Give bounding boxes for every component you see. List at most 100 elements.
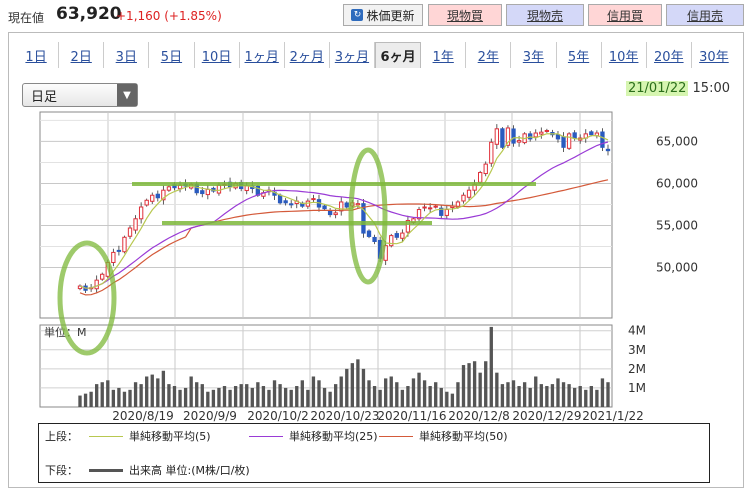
volume-bar	[117, 387, 121, 407]
x-axis-label: 2020/10/2	[247, 409, 309, 423]
legend-ma50: 単純移動平均(50)	[373, 428, 508, 444]
volume-bar	[167, 384, 171, 407]
volume-bar	[411, 378, 416, 407]
volume-bar	[183, 387, 188, 407]
tab-period-5[interactable]: 1ヶ月	[240, 42, 285, 68]
candle-body	[138, 206, 144, 220]
candle-body	[355, 203, 361, 206]
refresh-price-label: 株価更新	[366, 8, 415, 23]
tab-period-7[interactable]: 3ヶ月	[330, 42, 375, 68]
candle-body	[133, 218, 138, 231]
tab-period-4[interactable]: 10日	[195, 42, 240, 68]
volume-bar	[489, 326, 493, 407]
volume-tick-label: 2M	[628, 362, 646, 376]
tab-period-12[interactable]: 5年	[557, 42, 602, 68]
ma25-swatch	[249, 435, 283, 437]
candle-body	[439, 207, 444, 216]
candle-body	[600, 131, 605, 148]
volume-tick-label: 4M	[628, 324, 646, 338]
candle-body	[511, 128, 516, 144]
legend-volume: 出来高 単位:(M株/口/枚)	[83, 462, 250, 478]
volume-bar	[400, 389, 405, 407]
tab-period-10[interactable]: 2年	[466, 42, 512, 68]
volume-bar	[439, 387, 443, 407]
volume-bar	[461, 365, 466, 407]
volume-bar	[272, 380, 277, 407]
tab-period-3[interactable]: 5日	[149, 42, 195, 68]
legend-volume-label: 出来高 単位:(M株/口/枚)	[129, 464, 250, 477]
tab-period-11[interactable]: 3年	[511, 42, 557, 68]
tab-period-8[interactable]: 6ヶ月	[375, 42, 422, 68]
volume-bar	[295, 386, 299, 407]
volume-bar	[472, 361, 477, 407]
volume-bar	[311, 376, 316, 407]
volume-bar	[572, 387, 577, 407]
candle-body	[166, 186, 172, 191]
cash-sell-button[interactable]: 現物売	[506, 4, 584, 26]
volume-bar	[345, 368, 349, 407]
volume-bar	[534, 376, 538, 407]
data-timestamp: 21/01/22 15:00	[626, 81, 730, 96]
candle-body	[394, 233, 399, 238]
tab-period-6[interactable]: 2ヶ月	[285, 42, 330, 68]
volume-bar	[195, 382, 199, 407]
refresh-icon: ↻	[351, 9, 364, 21]
volume-bar	[506, 382, 510, 407]
candle-body	[327, 210, 333, 216]
legend-ma25-label: 単純移動平均(25)	[289, 430, 378, 443]
volume-bar	[206, 391, 210, 407]
candle-body	[494, 128, 500, 145]
price-change: +1,160 (+1.85%)	[116, 9, 222, 23]
volume-bar	[145, 376, 149, 407]
tab-period-15[interactable]: 30年	[699, 49, 729, 65]
volume-tick-label: 1M	[628, 381, 646, 395]
candle-body	[566, 133, 572, 149]
tab-period-1[interactable]: 2日	[59, 42, 105, 68]
ma50-swatch	[379, 435, 413, 437]
refresh-price-button[interactable]: ↻ 株価更新	[343, 4, 423, 26]
volume-bar	[217, 387, 221, 407]
tab-period-0[interactable]: 1日	[14, 42, 60, 68]
volume-bar	[389, 376, 393, 407]
candle-body	[205, 188, 210, 196]
volume-bar	[133, 382, 138, 407]
tab-period-14[interactable]: 20年	[647, 42, 692, 68]
candle-body	[277, 194, 283, 204]
volume-bar	[156, 378, 160, 407]
volume-bar	[595, 389, 599, 407]
tab-period-2[interactable]: 3日	[104, 42, 150, 68]
cash-buy-button[interactable]: 現物買	[428, 4, 502, 26]
interval-select[interactable]: 日足 ▼	[22, 83, 138, 107]
volume-bar	[606, 382, 610, 407]
legend-ma5-label: 単純移動平均(5)	[129, 430, 211, 443]
candle-body	[422, 206, 427, 209]
candle-body	[155, 193, 160, 199]
volume-bar	[356, 359, 360, 407]
candle-body	[516, 140, 522, 143]
tab-period-13[interactable]: 10年	[602, 42, 647, 68]
volume-bar	[306, 389, 310, 407]
volume-bar	[111, 389, 116, 407]
candle-body	[500, 128, 505, 148]
candle-body	[216, 184, 222, 194]
price-tick-label: 55,000	[656, 219, 698, 233]
volume-bar	[106, 380, 110, 407]
margin-buy-button[interactable]: 信用買	[588, 4, 662, 26]
volume-bar	[361, 368, 366, 407]
x-axis-label: 2021/1/22	[582, 409, 644, 423]
candle-body	[283, 200, 288, 204]
volume-bar	[495, 372, 499, 407]
volume-bar	[406, 386, 410, 407]
candle-body	[366, 230, 372, 237]
candle-body	[100, 273, 105, 280]
volume-bar	[239, 384, 243, 407]
ma25-line	[79, 141, 609, 289]
ma5-swatch	[89, 435, 123, 437]
volume-bar	[517, 386, 521, 407]
tab-period-9[interactable]: 1年	[421, 42, 467, 68]
margin-sell-button[interactable]: 信用売	[666, 4, 744, 26]
highlight-circle-middle	[348, 147, 388, 285]
candle-body	[144, 199, 149, 206]
volume-bar	[428, 386, 432, 407]
candle-body	[605, 148, 611, 152]
